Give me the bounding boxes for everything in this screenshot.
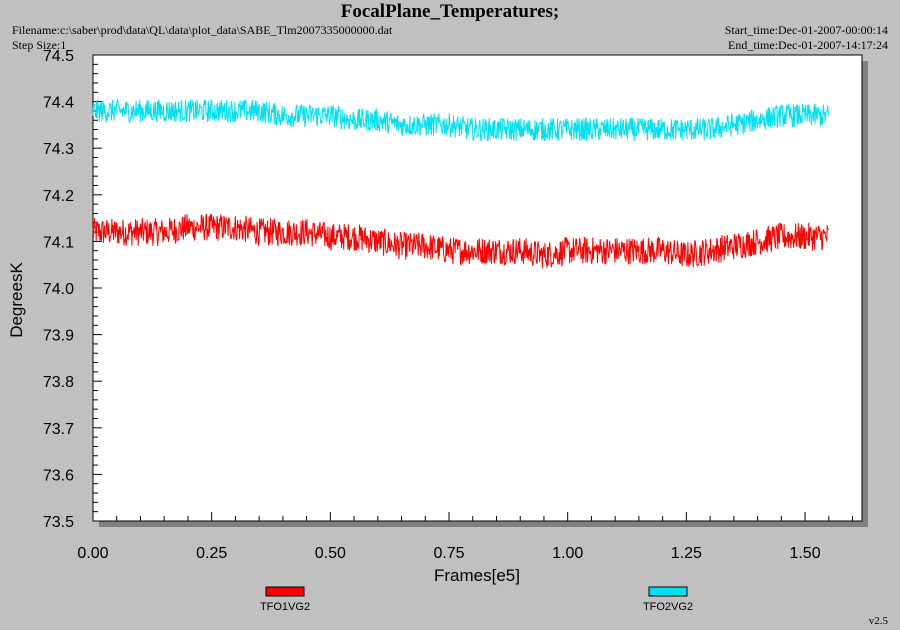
x-axis: 0.00 0.25 0.50 0.75 1.00 1.25 1.50 <box>77 512 854 562</box>
chart-title: FocalPlane_Temperatures; <box>340 1 560 22</box>
series-line-tfo1vg2 <box>92 213 829 269</box>
y-tick-label: 74.2 <box>43 188 74 205</box>
y-tick-label: 73.5 <box>43 514 74 531</box>
end-time-label: End_time:Dec-01-2007-14:17:24 <box>728 38 888 52</box>
y-tick-label: 74.1 <box>43 234 74 251</box>
legend-label-tfo2vg2: TFO2VG2 <box>643 601 693 613</box>
step-size-label: Step Size:1 <box>12 38 67 52</box>
y-tick-label: 74.5 <box>43 48 74 65</box>
legend-swatch-tfo2vg2 <box>648 586 688 597</box>
y-tick-label: 73.9 <box>43 328 74 345</box>
version-label: v2.5 <box>868 615 888 627</box>
x-tick-label: 1.50 <box>789 545 820 562</box>
x-tick-label: 0.50 <box>315 545 346 562</box>
legend-swatch-tfo1vg2 <box>265 586 305 597</box>
y-axis: 74.5 74.4 74.3 74.2 74.1 74.0 73.9 73.8 73.7 73.6… <box>43 48 102 531</box>
y-tick-label: 74.0 <box>43 281 74 298</box>
filename-label: Filename:c:\saber\prod\data\QL\data\plot… <box>12 23 393 37</box>
x-tick-label: 1.00 <box>552 545 583 562</box>
y-axis-title: DegreesK <box>7 262 26 338</box>
y-tick-label: 74.4 <box>43 95 74 112</box>
x-tick-label: 0.25 <box>196 545 227 562</box>
series-line-tfo2vg2 <box>92 98 830 142</box>
start-time-label: Start_time:Dec-01-2007-00:00:14 <box>724 23 888 37</box>
x-axis-title: Frames[e5] <box>434 566 520 585</box>
legend: TFO1VG2 TFO2VG2 <box>260 586 693 613</box>
y-tick-label: 74.3 <box>43 141 74 158</box>
x-tick-label: 0.75 <box>433 545 464 562</box>
y-tick-label: 73.8 <box>43 374 74 391</box>
plot-area <box>92 54 863 522</box>
series-layer <box>92 98 830 269</box>
legend-label-tfo1vg2: TFO1VG2 <box>260 601 310 613</box>
y-tick-label: 73.7 <box>43 421 74 438</box>
x-tick-label: 1.25 <box>671 545 702 562</box>
x-tick-label: 0.00 <box>77 545 108 562</box>
y-tick-label: 73.6 <box>43 467 74 484</box>
